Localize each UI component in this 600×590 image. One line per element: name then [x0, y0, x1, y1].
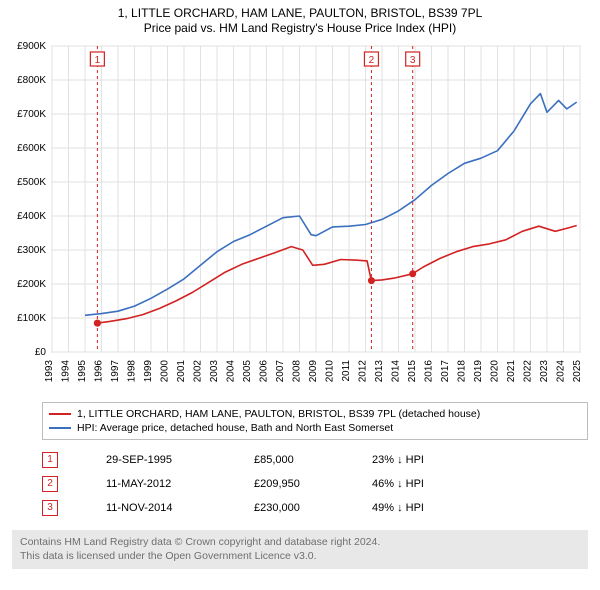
marker-date: 11-NOV-2014: [106, 502, 206, 514]
svg-text:2019: 2019: [473, 360, 484, 383]
legend: 1, LITTLE ORCHARD, HAM LANE, PAULTON, BR…: [42, 402, 588, 440]
footer-line2: This data is licensed under the Open Gov…: [20, 550, 580, 564]
chart-title-line2: Price paid vs. HM Land Registry's House …: [0, 21, 600, 36]
svg-text:2025: 2025: [572, 360, 583, 383]
chart-title-line1: 1, LITTLE ORCHARD, HAM LANE, PAULTON, BR…: [0, 6, 600, 21]
legend-swatch: [49, 413, 71, 415]
marker-pct: 23% ↓ HPI: [372, 454, 462, 466]
svg-text:£100K: £100K: [17, 313, 46, 324]
svg-text:£900K: £900K: [17, 41, 46, 52]
legend-swatch: [49, 427, 71, 429]
svg-text:£600K: £600K: [17, 143, 46, 154]
svg-text:2008: 2008: [292, 360, 303, 383]
marker-date: 11-MAY-2012: [106, 478, 206, 490]
marker-table-row: 3 11-NOV-2014 £230,000 49% ↓ HPI: [42, 496, 588, 520]
marker-num-badge: 2: [42, 476, 58, 492]
svg-text:3: 3: [410, 55, 416, 66]
svg-text:£700K: £700K: [17, 109, 46, 120]
svg-text:2024: 2024: [556, 360, 567, 383]
marker-table-row: 1 29-SEP-1995 £85,000 23% ↓ HPI: [42, 448, 588, 472]
svg-text:2015: 2015: [407, 360, 418, 383]
svg-text:2022: 2022: [523, 360, 534, 383]
svg-text:1995: 1995: [77, 360, 88, 383]
svg-text:1998: 1998: [127, 360, 138, 383]
svg-text:£0: £0: [35, 347, 47, 358]
marker-price: £230,000: [254, 502, 324, 514]
marker-pct: 46% ↓ HPI: [372, 478, 462, 490]
svg-text:£500K: £500K: [17, 177, 46, 188]
marker-num-badge: 1: [42, 452, 58, 468]
svg-text:£200K: £200K: [17, 279, 46, 290]
marker-point-3: [409, 270, 416, 277]
svg-text:2018: 2018: [457, 360, 468, 383]
marker-table-row: 2 11-MAY-2012 £209,950 46% ↓ HPI: [42, 472, 588, 496]
svg-text:2003: 2003: [209, 360, 220, 383]
svg-text:2007: 2007: [275, 360, 286, 383]
svg-text:2014: 2014: [391, 360, 402, 383]
svg-text:1997: 1997: [110, 360, 121, 383]
svg-text:2001: 2001: [176, 360, 187, 383]
legend-label: HPI: Average price, detached house, Bath…: [77, 422, 393, 434]
svg-text:2010: 2010: [325, 360, 336, 383]
svg-text:2006: 2006: [259, 360, 270, 383]
svg-text:2000: 2000: [160, 360, 171, 383]
svg-text:£300K: £300K: [17, 245, 46, 256]
svg-text:2005: 2005: [242, 360, 253, 383]
marker-price: £209,950: [254, 478, 324, 490]
svg-text:2017: 2017: [440, 360, 451, 383]
svg-text:2009: 2009: [308, 360, 319, 383]
marker-pct: 49% ↓ HPI: [372, 502, 462, 514]
marker-price: £85,000: [254, 454, 324, 466]
legend-item: 1, LITTLE ORCHARD, HAM LANE, PAULTON, BR…: [49, 407, 581, 421]
footer-line1: Contains HM Land Registry data © Crown c…: [20, 536, 580, 550]
svg-text:1993: 1993: [44, 360, 55, 383]
svg-text:2004: 2004: [226, 360, 237, 383]
legend-label: 1, LITTLE ORCHARD, HAM LANE, PAULTON, BR…: [77, 408, 480, 420]
marker-point-2: [368, 277, 375, 284]
chart-area: £0 £100K £200K £300K £400K £500K £600K £700K £80…: [10, 40, 590, 400]
marker-table: 1 29-SEP-1995 £85,000 23% ↓ HPI 2 11-MAY-2012…: [42, 448, 588, 520]
svg-text:2002: 2002: [193, 360, 204, 383]
svg-text:2016: 2016: [424, 360, 435, 383]
marker-num-badge: 3: [42, 500, 58, 516]
svg-text:2: 2: [369, 55, 375, 66]
svg-text:2023: 2023: [539, 360, 550, 383]
svg-text:1996: 1996: [94, 360, 105, 383]
svg-text:2021: 2021: [506, 360, 517, 383]
svg-text:1994: 1994: [61, 360, 72, 383]
legend-item: HPI: Average price, detached house, Bath…: [49, 421, 581, 435]
svg-text:£400K: £400K: [17, 211, 46, 222]
svg-text:2020: 2020: [490, 360, 501, 383]
marker-date: 29-SEP-1995: [106, 454, 206, 466]
svg-text:1999: 1999: [143, 360, 154, 383]
svg-text:£800K: £800K: [17, 75, 46, 86]
svg-text:2012: 2012: [358, 360, 369, 383]
svg-text:1: 1: [95, 55, 101, 66]
chart-title-block: 1, LITTLE ORCHARD, HAM LANE, PAULTON, BR…: [0, 0, 600, 36]
svg-text:2011: 2011: [341, 360, 352, 382]
source-footer: Contains HM Land Registry data © Crown c…: [12, 530, 588, 569]
line-chart: £0 £100K £200K £300K £400K £500K £600K £700K £80…: [10, 40, 590, 400]
svg-text:2013: 2013: [374, 360, 385, 383]
